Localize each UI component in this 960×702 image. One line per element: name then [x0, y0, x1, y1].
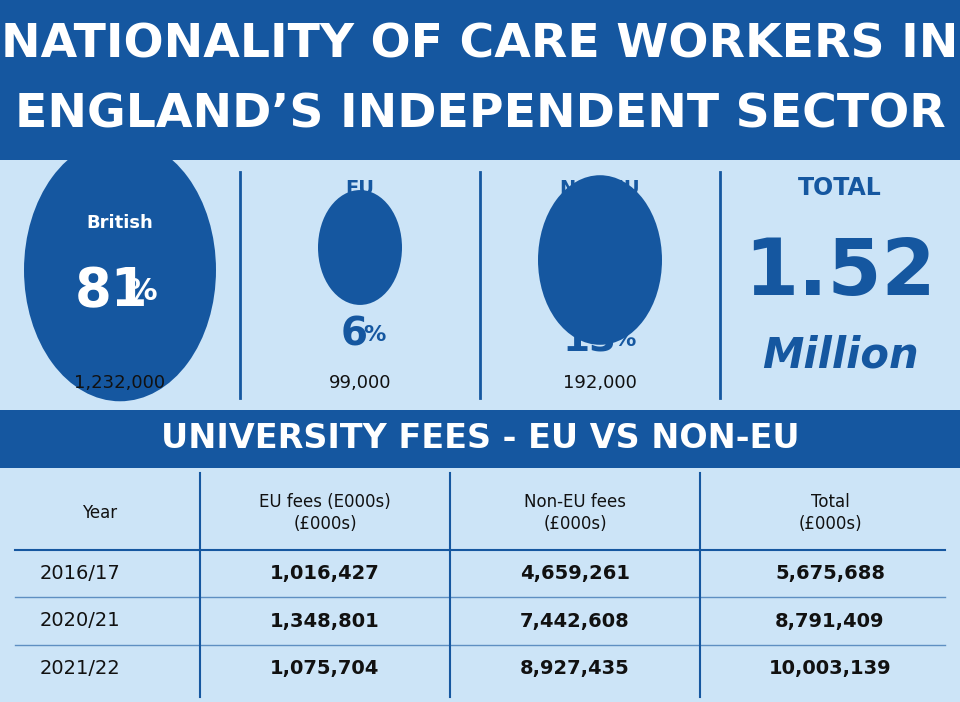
Text: NATIONALITY OF CARE WORKERS IN: NATIONALITY OF CARE WORKERS IN — [1, 22, 959, 67]
Text: 8,791,409: 8,791,409 — [776, 611, 885, 630]
Text: Non-EU fees
(£000s): Non-EU fees (£000s) — [524, 493, 626, 533]
Text: %: % — [127, 277, 157, 305]
Text: 81: 81 — [75, 265, 149, 317]
Text: Year: Year — [83, 504, 117, 522]
Text: British: British — [86, 213, 154, 232]
Text: 8,927,435: 8,927,435 — [520, 659, 630, 678]
Text: %: % — [363, 325, 385, 345]
Text: 2016/17: 2016/17 — [39, 564, 120, 583]
Text: 2020/21: 2020/21 — [39, 611, 120, 630]
Text: ENGLAND’S INDEPENDENT SECTOR: ENGLAND’S INDEPENDENT SECTOR — [14, 93, 946, 138]
Text: 10,003,139: 10,003,139 — [769, 659, 891, 678]
Text: 99,000: 99,000 — [328, 374, 392, 392]
Text: 4,659,261: 4,659,261 — [520, 564, 630, 583]
Text: 1,348,801: 1,348,801 — [270, 611, 380, 630]
Text: 7,442,608: 7,442,608 — [520, 611, 630, 630]
Text: UNIVERSITY FEES - EU VS NON-EU: UNIVERSITY FEES - EU VS NON-EU — [160, 423, 800, 456]
Ellipse shape — [318, 190, 402, 305]
Text: 1,075,704: 1,075,704 — [271, 659, 380, 678]
Text: 1,232,000: 1,232,000 — [75, 374, 165, 392]
FancyBboxPatch shape — [0, 160, 960, 410]
Text: 1.52: 1.52 — [744, 234, 936, 310]
FancyBboxPatch shape — [0, 468, 960, 702]
Text: EU: EU — [346, 178, 374, 197]
Text: 13: 13 — [563, 321, 617, 359]
Text: 1,016,427: 1,016,427 — [270, 564, 380, 583]
FancyBboxPatch shape — [0, 0, 960, 160]
Text: Non-EU: Non-EU — [560, 178, 640, 197]
Ellipse shape — [538, 176, 662, 345]
Text: %: % — [612, 330, 636, 350]
Text: 5,675,688: 5,675,688 — [775, 564, 885, 583]
FancyBboxPatch shape — [0, 410, 960, 468]
Text: Total
(£000s): Total (£000s) — [798, 493, 862, 533]
Text: 6: 6 — [341, 316, 368, 354]
Text: 192,000: 192,000 — [564, 374, 636, 392]
Text: Million: Million — [761, 334, 919, 376]
Text: 2021/22: 2021/22 — [39, 659, 120, 678]
Ellipse shape — [24, 139, 216, 402]
Text: TOTAL: TOTAL — [798, 176, 882, 200]
Text: EU fees (E000s)
(£000s): EU fees (E000s) (£000s) — [259, 493, 391, 533]
